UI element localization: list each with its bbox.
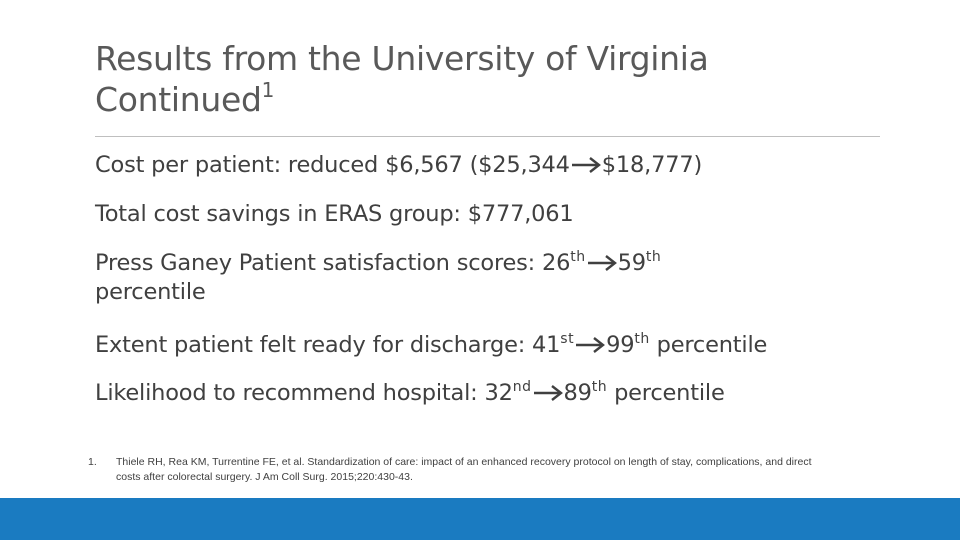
bullet-text: percentile	[95, 279, 206, 305]
title-line-2-text: Continued	[95, 80, 262, 119]
bullet-text: percentile	[649, 332, 768, 358]
bullet-cost-per-patient: Cost per patient: reduced $6,567 ($25,34…	[95, 151, 702, 180]
ordinal-suffix: th	[570, 249, 586, 265]
ordinal-suffix: nd	[512, 379, 532, 395]
slide-title: Results from the University of Virginia …	[95, 38, 875, 120]
right-arrow-icon	[587, 254, 618, 272]
bullet-total-savings: Total cost savings in ERAS group: $777,0…	[95, 201, 574, 227]
bullet-patient-satisfaction: Press Ganey Patient satisfaction scores:…	[95, 249, 855, 307]
bullet-text: Cost per patient: reduced $6,567 ($25,34…	[95, 152, 570, 178]
ordinal-suffix: th	[591, 379, 608, 395]
bullet-text: 99	[606, 332, 635, 358]
bullet-text: Likelihood to recommend hospital: 32	[95, 380, 513, 406]
bullet-text: Press Ganey Patient satisfaction scores:…	[95, 250, 571, 276]
right-arrow-icon	[575, 336, 606, 354]
bullet-discharge-readiness: Extent patient felt ready for discharge:…	[95, 331, 767, 360]
title-line-2: Continued1	[95, 79, 875, 120]
bullet-text: $18,777)	[601, 152, 703, 178]
footer-bar	[0, 498, 960, 540]
title-divider	[95, 136, 880, 137]
title-footnote-marker: 1	[261, 78, 275, 102]
bullet-text: percentile	[607, 380, 725, 406]
bullet-recommend-hospital: Likelihood to recommend hospital: 32nd 89…	[95, 379, 725, 408]
bullet-text: 89	[563, 380, 592, 406]
footnote-citation: Thiele RH, Rea KM, Turrentine FE, et al.…	[116, 456, 812, 483]
bullet-text: 59	[617, 250, 646, 276]
ordinal-suffix: st	[560, 331, 575, 347]
bullet-text: Extent patient felt ready for discharge:…	[95, 332, 561, 358]
ordinal-suffix: th	[645, 249, 662, 265]
title-line-1: Results from the University of Virginia	[95, 39, 709, 78]
ordinal-suffix: th	[634, 331, 650, 347]
footnote-number: 1.	[88, 456, 97, 468]
right-arrow-icon	[571, 156, 602, 174]
right-arrow-icon	[533, 384, 564, 402]
